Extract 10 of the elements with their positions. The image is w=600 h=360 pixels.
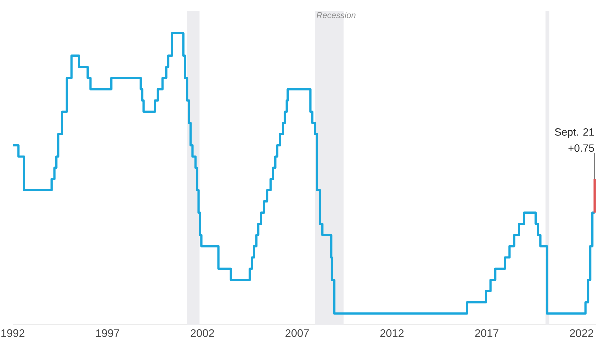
x-tick-label: 1992: [2, 330, 25, 338]
x-tick-label: 2002: [190, 330, 214, 338]
x-tick-label: 2017: [475, 330, 499, 338]
x-tick-label: 2012: [380, 330, 404, 338]
annotation: +0.75: [568, 144, 594, 152]
x-tick-label: 2022: [570, 330, 594, 338]
band-label: Recession: [316, 12, 356, 18]
annotation: Sept. 21: [555, 128, 594, 138]
x-tick-label: 1997: [96, 330, 120, 338]
x-tick-label: 2007: [286, 330, 310, 338]
